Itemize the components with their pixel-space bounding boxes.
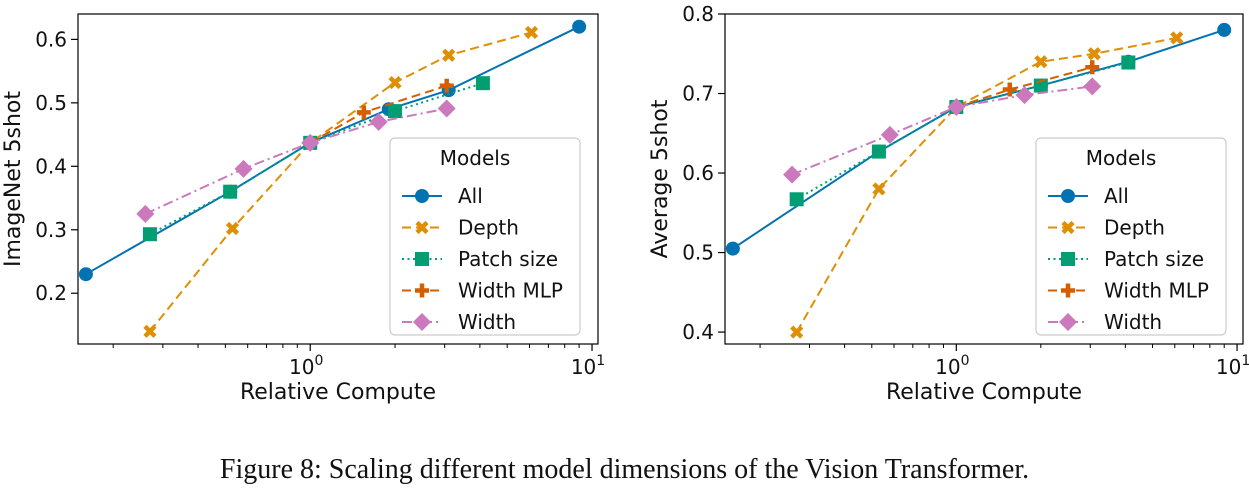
chart-panel-1: 100 101 0.2 0.3 0.4 0.5 0.6 Relative Compute Ima…: [1, 13, 605, 405]
legend-box: [389, 137, 581, 336]
data-point: [872, 182, 886, 196]
data-point: [1015, 86, 1034, 105]
data-point: [1002, 82, 1017, 97]
y-tick-label: 0.5: [682, 241, 714, 265]
data-point: [475, 76, 490, 91]
legend-label: All: [1104, 184, 1129, 208]
legend-marker: [415, 283, 429, 298]
data-point: [572, 19, 587, 34]
legend-title: Models: [440, 146, 510, 170]
legend-box: [1035, 137, 1227, 336]
legend-label: Patch size: [458, 247, 558, 271]
y-axis-label: Average 5shot: [648, 99, 673, 258]
legend-label: Width: [458, 310, 516, 334]
x-axis-label: Relative Compute: [886, 380, 1082, 405]
data-point: [1170, 31, 1184, 45]
legend-marker: [1059, 313, 1077, 331]
data-point: [225, 221, 240, 236]
chart-panel-2: 100 101 0.4 0.5 0.6 0.7 0.8 Relative Compute Ave…: [648, 2, 1249, 405]
legend-marker: [415, 252, 429, 266]
plot-frame: [724, 13, 1244, 345]
data-point: [442, 48, 456, 62]
legend-title: Models: [1086, 146, 1156, 170]
data-point: [1085, 60, 1100, 75]
series-line: [149, 82, 484, 236]
x-tick-label: 101: [571, 353, 605, 379]
data-point: [301, 133, 320, 152]
series-width: [136, 99, 456, 223]
data-point: [1087, 47, 1101, 61]
x-tick-label: 101: [1216, 353, 1249, 379]
data-point: [1034, 55, 1048, 69]
data-point: [871, 144, 886, 159]
series-line: [732, 28, 1225, 250]
y-tick-label: 0.4: [682, 320, 714, 344]
data-point: [790, 325, 804, 339]
y-tick-label: 0.7: [682, 82, 714, 106]
y-tick-label: 0.5: [35, 91, 67, 115]
data-point: [437, 99, 456, 118]
legend-label: Depth: [1104, 216, 1165, 240]
data-point: [947, 98, 966, 117]
y-tick-label: 0.6: [35, 27, 67, 51]
data-point: [783, 165, 802, 184]
data-point: [524, 25, 539, 39]
legend: Models All Depth Patch size Width MLP Width: [389, 137, 581, 336]
data-point: [725, 241, 740, 256]
legend-label: All: [458, 184, 483, 208]
legend-marker: [1061, 220, 1075, 235]
figure-caption: Figure 8: Scaling different model dimens…: [219, 454, 1030, 485]
data-point: [223, 184, 238, 199]
data-point: [880, 125, 899, 144]
data-point: [369, 112, 388, 131]
data-point: [1083, 77, 1102, 96]
series-line: [149, 31, 532, 332]
x-tick-label: 100: [289, 353, 323, 379]
legend-label: Width MLP: [458, 279, 563, 303]
legend-label: Patch size: [1104, 247, 1204, 271]
y-tick-label: 0.3: [35, 218, 67, 242]
data-point: [789, 192, 804, 207]
data-point: [78, 267, 93, 282]
data-point: [142, 227, 157, 242]
y-tick-label: 0.8: [682, 2, 714, 26]
data-point: [1217, 22, 1232, 37]
legend-label: Depth: [458, 216, 519, 240]
legend-marker: [1061, 283, 1075, 298]
y-axis-label: ImageNet 5shot: [1, 91, 26, 267]
legend: Models All Depth Patch size Width MLP Width: [1035, 137, 1227, 336]
data-point: [388, 75, 402, 90]
legend-marker: [1061, 252, 1075, 266]
data-point: [136, 204, 155, 223]
data-point: [1121, 55, 1136, 70]
legend-label: Width: [1104, 310, 1162, 334]
data-point: [234, 159, 253, 178]
y-tick-label: 0.6: [682, 161, 714, 185]
series-line: [791, 85, 1093, 176]
y-tick-label: 0.4: [35, 154, 67, 178]
x-axis-label: Relative Compute: [240, 380, 436, 405]
plot-frame: [77, 13, 599, 345]
legend-marker: [1061, 189, 1075, 203]
legend-marker: [415, 189, 429, 203]
series-line: [144, 107, 447, 215]
data-point: [388, 104, 403, 119]
legend-marker: [415, 220, 429, 235]
data-point: [143, 324, 157, 338]
x-tick-label: 100: [935, 353, 969, 379]
series-line: [795, 36, 1177, 333]
series-line: [85, 25, 580, 276]
y-tick-label: 0.2: [35, 281, 67, 305]
figure: 100 101 0.2 0.3 0.4 0.5 0.6 Relative Compute Ima…: [1, 2, 1249, 405]
series-width: [783, 77, 1102, 184]
legend-marker: [413, 313, 431, 331]
data-point: [356, 105, 371, 120]
data-point: [439, 78, 454, 93]
legend-label: Width MLP: [1104, 279, 1209, 303]
